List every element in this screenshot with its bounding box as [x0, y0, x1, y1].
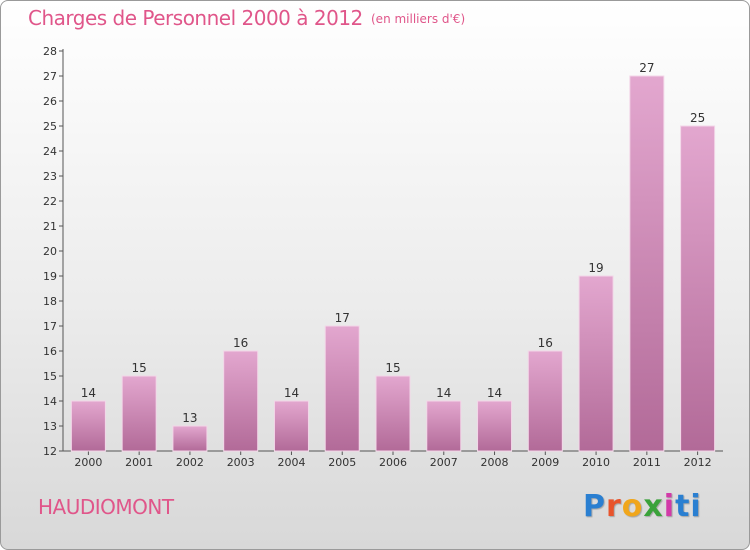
value-labels: 14 15 13 16 14 17 15 14 14 16 19 27 25 [81, 61, 706, 425]
x-tick-label: 2000 [74, 456, 102, 469]
y-tick-label: 27 [43, 70, 57, 83]
y-tick-label: 19 [43, 270, 57, 283]
y-tick-label: 12 [43, 445, 57, 458]
y-tick-label: 14 [43, 395, 57, 408]
data-label: 27 [639, 61, 654, 75]
x-tick-label: 2003 [227, 456, 255, 469]
data-label: 15 [132, 361, 147, 375]
y-tick-label: 15 [43, 370, 57, 383]
axes: 12 13 14 15 16 17 18 19 20 21 22 23 24 25 26 27 28 2000 20… [43, 45, 723, 469]
data-label: 17 [335, 311, 350, 325]
y-tick-label: 28 [43, 45, 57, 58]
bar [273, 400, 309, 452]
x-tick-label: 2006 [379, 456, 407, 469]
data-label: 14 [436, 386, 451, 400]
logo-letter: o [621, 489, 644, 524]
data-label: 25 [690, 111, 705, 125]
x-tick-label: 2005 [328, 456, 356, 469]
bar [578, 275, 614, 452]
y-tick-label: 16 [43, 345, 57, 358]
logo-letter: ti [675, 489, 702, 524]
x-tick-label: 2004 [277, 456, 305, 469]
bar [527, 350, 563, 452]
y-tick-label: 17 [43, 320, 57, 333]
data-label: 14 [487, 386, 502, 400]
logo-letter: P [583, 489, 606, 524]
x-tick-label: 2010 [582, 456, 610, 469]
y-tick-label: 24 [43, 145, 57, 158]
logo-letter: x [643, 489, 664, 524]
chart-title: Charges de Personnel 2000 à 2012 [28, 6, 363, 30]
bar [680, 125, 716, 452]
bar [375, 375, 411, 452]
data-label: 16 [233, 336, 248, 350]
x-tick-label: 2008 [481, 456, 509, 469]
data-label: 13 [182, 411, 197, 425]
y-tick-label: 21 [43, 220, 57, 233]
y-tick-label: 25 [43, 120, 57, 133]
logo-letter: r [606, 489, 622, 524]
y-tick-label: 18 [43, 295, 57, 308]
x-tick-label: 2009 [531, 456, 559, 469]
x-tick-label: 2001 [125, 456, 153, 469]
y-tick-label: 20 [43, 245, 57, 258]
bar [477, 400, 513, 452]
bar [70, 400, 106, 452]
data-label: 14 [284, 386, 299, 400]
bar [172, 425, 208, 452]
logo-letter: i [663, 489, 676, 524]
data-label: 15 [385, 361, 400, 375]
data-label: 14 [81, 386, 96, 400]
y-tick-label: 13 [43, 420, 57, 433]
x-tick-label: 2002 [176, 456, 204, 469]
bar [223, 350, 259, 452]
commune-name: HAUDIOMONT [38, 495, 174, 519]
bar [121, 375, 157, 452]
y-tick-label: 26 [43, 95, 57, 108]
x-tick-label: 2011 [633, 456, 661, 469]
data-label: 19 [588, 261, 603, 275]
y-tick-label: 23 [43, 170, 57, 183]
bar [426, 400, 462, 452]
chart-subtitle: (en milliers d'€) [371, 12, 466, 26]
x-tick-label: 2007 [430, 456, 458, 469]
y-tick-label: 22 [43, 195, 57, 208]
bar [629, 75, 665, 452]
bars [70, 75, 716, 452]
proxiti-logo: Proxiti [583, 489, 702, 524]
x-tick-label: 2012 [684, 456, 712, 469]
bar [324, 325, 360, 452]
data-label: 16 [538, 336, 553, 350]
